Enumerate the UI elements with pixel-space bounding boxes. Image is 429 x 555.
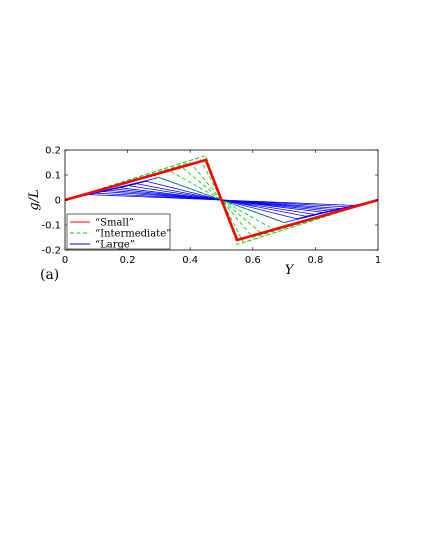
legend-label-1: “Intermediate” [95,229,171,240]
plot-curves [65,155,378,245]
x-tick-label: 0.4 [182,255,198,266]
panel-label: (a) [40,267,59,283]
x-tick-label: 0.6 [245,255,261,266]
legend-box [66,213,171,250]
y-axis: 0.2 0.1 0 -0.1 -0.2 [41,146,378,257]
x-tick-label: 1 [375,255,381,266]
y-tick-label: -0.1 [41,221,61,232]
legend: “Small”“Intermediate”“Large” [66,213,171,251]
y-tick-label: 0.1 [45,171,61,182]
legend-label-2: “Large” [95,240,135,251]
x-tick-label: 0.2 [120,255,136,266]
x-axis-label: Y [285,263,295,278]
x-tick-label: 0 [62,255,68,266]
series-0-curve-0 [65,158,378,242]
x-tick-label: 0.8 [307,255,323,266]
y-tick-label: 0.2 [45,146,61,157]
x-axis: 0 0.2 0.4 0.6 0.8 1 [62,150,381,266]
legend-label-0: “Small” [95,218,134,229]
y-tick-label: -0.2 [41,246,61,257]
y-axis-label: g/L [27,189,42,210]
y-tick-label: 0 [55,196,61,207]
